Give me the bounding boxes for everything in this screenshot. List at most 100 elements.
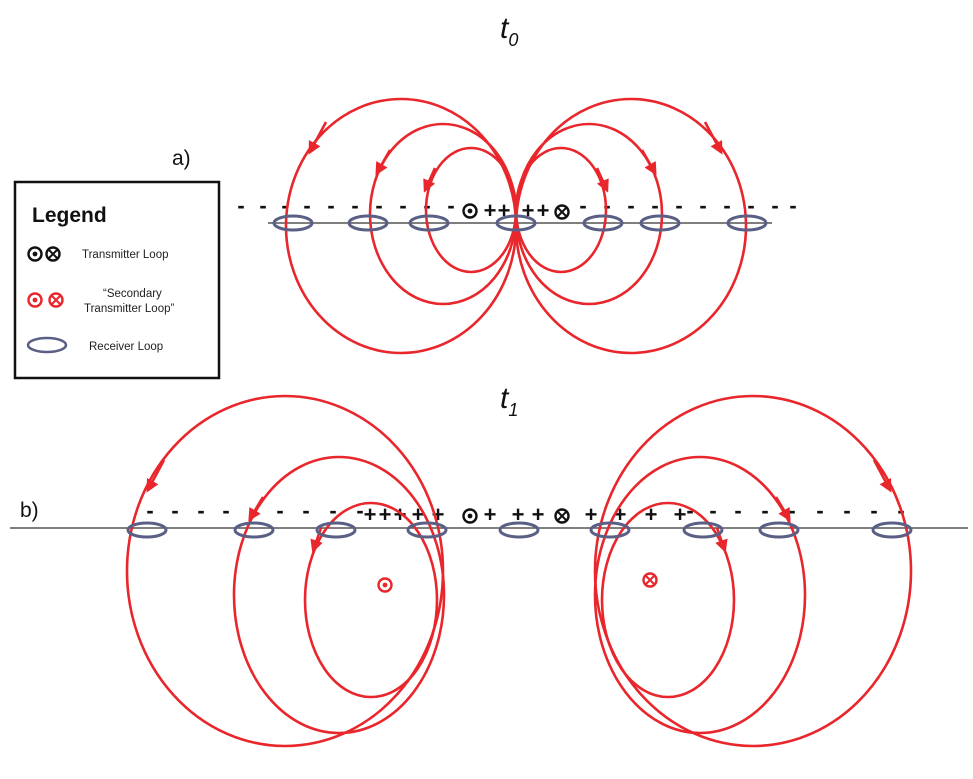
plus-sign: +	[364, 502, 377, 527]
minus-sign: -	[276, 498, 283, 523]
minus-sign: -	[761, 498, 768, 523]
minus-sign: -	[303, 193, 310, 218]
minus-sign: -	[627, 193, 634, 218]
panel-a-label: a)	[172, 147, 191, 170]
arrowhead-icon	[375, 149, 392, 176]
minus-sign: -	[222, 498, 229, 523]
receiver-loop-icon	[589, 521, 631, 539]
minus-sign: -	[447, 193, 454, 218]
dot-out-icon	[462, 508, 478, 524]
receiver-loop-icon	[272, 214, 314, 232]
minus-sign: -	[843, 498, 850, 523]
receiver-loops-b	[126, 521, 913, 539]
minus-sign: -	[686, 498, 693, 523]
plus-sign: +	[585, 502, 598, 527]
arrowhead-icon	[595, 167, 609, 193]
transmitter-loop-a	[462, 203, 570, 220]
legend-receiver-loop-icon	[26, 336, 68, 354]
plus-sign: +	[484, 502, 497, 527]
cross-in-icon	[554, 508, 570, 524]
arrowhead-icon	[640, 149, 657, 176]
arrowhead-icon	[310, 527, 323, 553]
legend-title: Legend	[32, 204, 107, 227]
arrowhead-icon	[423, 167, 437, 193]
minus-sign: -	[281, 193, 288, 218]
legend-secondary-label-line1: “Secondary	[103, 288, 162, 300]
field-loop	[303, 501, 439, 699]
receiver-loop-icon	[233, 521, 275, 539]
receiver-loop-icon	[871, 521, 913, 539]
minus-sign: -	[146, 498, 153, 523]
minus-sign: -	[789, 193, 796, 218]
field-lines-b	[125, 394, 913, 748]
minus-sign: -	[197, 498, 204, 523]
sign-row-a: - - - - - - - - - - + + + + - - - - - - …	[237, 193, 796, 223]
cross-in-icon	[554, 204, 570, 220]
legend-transmitter-cross-icon	[45, 246, 61, 262]
secondary-dot-out-icon	[377, 577, 393, 593]
receiver-loop-icon	[408, 214, 450, 232]
time-label-t0: t0	[500, 12, 518, 50]
minus-sign: -	[579, 193, 586, 218]
receiver-loop-icon	[495, 214, 537, 232]
plus-sign: +	[379, 502, 392, 527]
minus-sign: -	[259, 193, 266, 218]
receiver-loop-icon	[126, 521, 168, 539]
minus-sign: -	[816, 498, 823, 523]
panel-b: t1 b) - - - - - - - - - + + + + + + + + …	[10, 382, 968, 748]
receiver-loop-icon	[498, 521, 540, 539]
field-loop	[514, 146, 608, 274]
panel-a: t0 a) - - - - - - - - - - + + + + - - - …	[172, 12, 797, 355]
minus-sign: -	[747, 193, 754, 218]
minus-sign: -	[651, 193, 658, 218]
time-label-t1: t1	[500, 382, 518, 420]
arrowhead-icon	[715, 527, 728, 553]
minus-sign: -	[329, 498, 336, 523]
plus-sign: +	[614, 502, 627, 527]
panel-b-label: b)	[20, 499, 39, 522]
legend-transmitter-dot-icon	[27, 246, 43, 262]
arrowhead-icon	[248, 496, 265, 522]
plus-sign: +	[432, 502, 445, 527]
legend: Legend Transmitter Loop “Secondary Trans…	[13, 180, 221, 380]
minus-sign: -	[302, 498, 309, 523]
receiver-loop-icon	[639, 214, 681, 232]
field-loop	[593, 455, 807, 735]
field-loop	[232, 455, 446, 735]
dot-out-icon	[462, 203, 478, 219]
minus-sign: -	[709, 498, 716, 523]
receiver-loop-icon	[726, 214, 768, 232]
plus-sign: +	[674, 502, 687, 527]
plus-sign: +	[484, 198, 497, 223]
minus-sign: -	[870, 498, 877, 523]
minus-sign: -	[351, 193, 358, 218]
field-lines-a	[284, 97, 748, 355]
minus-sign: -	[356, 498, 363, 523]
arrowhead-icon	[308, 121, 328, 155]
receiver-loop-icon	[406, 521, 448, 539]
secondary-cross-in-icon	[642, 572, 658, 588]
receiver-loop-icon	[347, 214, 389, 232]
arrowhead-icon	[774, 496, 791, 522]
minus-sign: -	[771, 193, 778, 218]
legend-transmitter-label: Transmitter Loop	[82, 249, 169, 261]
legend-receiver-label: Receiver Loop	[89, 341, 163, 353]
plus-sign: +	[532, 502, 545, 527]
plus-sign: +	[394, 502, 407, 527]
legend-box	[13, 180, 221, 380]
plus-sign: +	[512, 502, 525, 527]
transmitter-loop-b	[462, 508, 570, 524]
field-loop	[600, 501, 736, 699]
minus-sign: -	[675, 193, 682, 218]
legend-secondary-cross-icon	[48, 292, 64, 308]
legend-secondary-label-line2: Transmitter Loop”	[84, 303, 174, 315]
minus-sign: -	[399, 193, 406, 218]
minus-sign: -	[723, 193, 730, 218]
minus-sign: -	[699, 193, 706, 218]
minus-sign: -	[237, 193, 244, 218]
receiver-loop-icon	[315, 521, 357, 539]
receiver-loops-a	[272, 214, 768, 232]
minus-sign: -	[327, 193, 334, 218]
field-loop	[125, 394, 445, 748]
